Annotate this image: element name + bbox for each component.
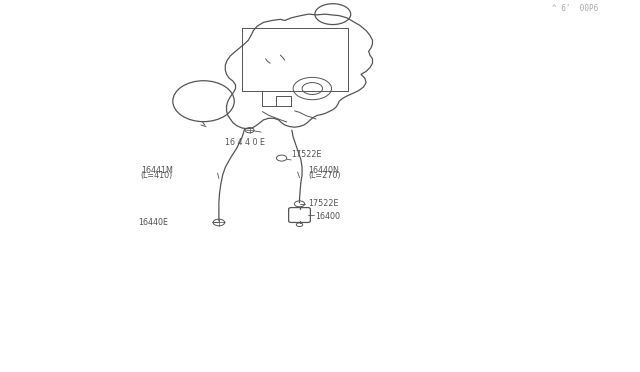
Text: 17522E: 17522E bbox=[308, 199, 339, 208]
Text: (L=270): (L=270) bbox=[308, 171, 341, 180]
Text: 16440E: 16440E bbox=[138, 218, 168, 227]
Text: 16400: 16400 bbox=[315, 212, 340, 221]
Text: 16441M: 16441M bbox=[141, 166, 173, 175]
Text: 17522E: 17522E bbox=[291, 150, 322, 159]
Text: 16 4 4 0 E: 16 4 4 0 E bbox=[225, 138, 265, 147]
Text: 16440N: 16440N bbox=[308, 166, 339, 175]
Text: (L=410): (L=410) bbox=[141, 171, 173, 180]
Text: ^ 6'  00P6: ^ 6' 00P6 bbox=[552, 4, 598, 13]
